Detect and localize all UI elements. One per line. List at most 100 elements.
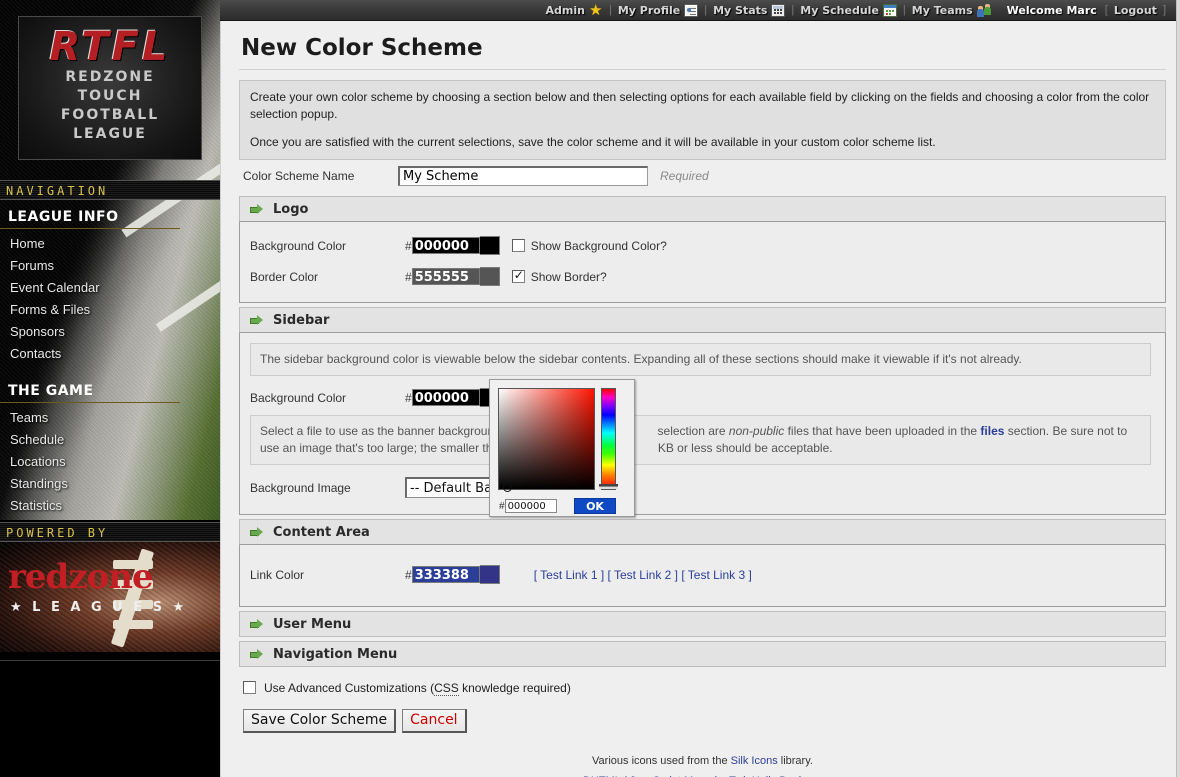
cancel-button[interactable]: Cancel	[402, 709, 467, 733]
logout-bracket-close: ]	[1162, 4, 1166, 16]
advanced-customizations-row[interactable]: Use Advanced Customizations (CSS knowled…	[243, 681, 1166, 696]
logo-background-color-field[interactable]: # 000000	[405, 236, 500, 255]
advanced-customizations-label: Use Advanced Customizations (CSS knowled…	[264, 681, 571, 696]
sidebar-background-image-row: Background Image -- Default Ba	[246, 471, 1155, 504]
link-color-row: Link Color # 333388 [ Test Link 1 ] [ Te…	[246, 559, 1155, 590]
intro-panel: Create your own color scheme by choosing…	[239, 80, 1166, 160]
test-link-1[interactable]: [ Test Link 1 ]	[533, 567, 605, 582]
files-link[interactable]: files	[980, 424, 1005, 438]
logo-background-color-swatch[interactable]	[479, 236, 500, 255]
color-picker-popup[interactable]: # 000000 OK	[489, 379, 635, 517]
topbar-item-my-teams[interactable]: My Teams	[912, 4, 991, 17]
section-title-sidebar: Sidebar	[273, 312, 330, 328]
note-part-e: image that's too large; the smaller the …	[299, 441, 534, 455]
football-lace	[113, 580, 153, 589]
section-header-sidebar[interactable]: Sidebar	[239, 307, 1166, 333]
league-logo-line-4: LEAGUE	[73, 126, 147, 142]
section-sidebar: Sidebar The sidebar background color is …	[239, 307, 1166, 515]
advanced-customizations-checkbox[interactable]	[243, 681, 256, 694]
show-border-checkbox[interactable]	[511, 268, 525, 283]
sidebar-item-schedule[interactable]: Schedule	[10, 432, 65, 447]
section-header-navigation-menu[interactable]: Navigation Menu	[239, 641, 1166, 667]
arrow-right-icon	[250, 202, 264, 216]
scheme-name-label: Color Scheme Name	[243, 169, 355, 183]
section-title-user-menu: User Menu	[273, 616, 352, 632]
nav-group-heading-the-game: THE GAME	[0, 379, 180, 403]
sidebar-background-image-note: Select a file to use as the banner backg…	[250, 415, 1151, 465]
topbar-label-admin: Admin	[545, 3, 585, 17]
show-background-color-checkbox-wrap[interactable]: Show Background Color?	[511, 238, 667, 253]
link-color-label: Link Color	[250, 567, 305, 582]
sidebar-background-color-field[interactable]: # 000000	[405, 388, 500, 407]
sidebar-item-teams[interactable]: Teams	[10, 410, 49, 425]
save-color-scheme-button[interactable]: Save Color Scheme	[243, 709, 397, 733]
arrow-right-icon	[250, 617, 264, 631]
section-body-content-area: Link Color # 333388 [ Test Link 1 ] [ Te…	[239, 545, 1166, 607]
logout-link[interactable]: Logout	[1113, 3, 1157, 17]
sidebar-item-home[interactable]: Home	[10, 236, 45, 251]
sidebar-item-event-calendar[interactable]: Event Calendar	[10, 280, 100, 295]
test-link-2[interactable]: [ Test Link 2 ]	[607, 567, 678, 582]
sidebar-item-standings[interactable]: Standings	[10, 476, 68, 491]
league-logo[interactable]: RTFL REDZONE TOUCH FOOTBALL LEAGUE	[18, 16, 202, 160]
logo-border-color-swatch[interactable]	[479, 267, 500, 286]
logo-background-color-row: Background Color # 000000 Show Backgroun…	[246, 230, 1155, 261]
section-header-content-area[interactable]: Content Area	[239, 519, 1166, 545]
show-border-checkbox-wrap[interactable]: Show Border?	[511, 268, 607, 284]
sidebar-item-sponsors[interactable]: Sponsors	[10, 324, 65, 339]
color-cursor-icon[interactable]	[503, 483, 512, 492]
color-picker-hex-input[interactable]: 000000	[504, 499, 557, 513]
topbar-label-my-stats: My Stats	[713, 3, 768, 17]
link-color-field[interactable]: # 333388	[405, 565, 500, 584]
sidebar-item-contacts[interactable]: Contacts	[10, 346, 62, 361]
show-background-color-label: Show Background Color?	[530, 238, 667, 253]
hue-slider-handle[interactable]	[599, 484, 618, 489]
color-picker-ok-button[interactable]: OK	[574, 498, 616, 514]
page-scrollbar[interactable]	[1176, 0, 1180, 777]
logo-border-color-label: Border Color	[250, 269, 319, 284]
color-picker-hex-row: # 000000	[499, 499, 561, 513]
sidebar-item-locations[interactable]: Locations	[10, 454, 66, 469]
twinhelix-link[interactable]: DHTML / JavaScript Menu by TwinHelix Des…	[583, 775, 822, 777]
star-icon: ★	[588, 1, 603, 19]
hue-slider[interactable]	[601, 388, 616, 490]
footer-line-2: DHTML / JavaScript Menu by TwinHelix Des…	[239, 771, 1166, 777]
silk-icons-link[interactable]: Silk Icons	[730, 755, 778, 767]
logo-border-color-field[interactable]: # 555555	[405, 267, 500, 286]
hash-symbol: #	[405, 567, 412, 582]
hash-symbol: #	[499, 500, 505, 512]
redzone-wordmark: redzone	[8, 557, 154, 597]
link-color-input[interactable]: 333388	[411, 566, 480, 583]
topbar-separator: |	[704, 4, 708, 16]
test-link-3[interactable]: [ Test Link 3 ]	[681, 567, 752, 582]
section-header-logo[interactable]: Logo	[239, 196, 1166, 222]
redzone-leagues-logo[interactable]: redzone ★ L E A G U E S ★	[0, 542, 220, 652]
sidebar-background-image-label: Background Image	[250, 480, 351, 495]
scheme-name-input[interactable]	[398, 166, 648, 186]
vcard-icon	[684, 3, 699, 17]
football-lace	[113, 560, 153, 569]
show-background-color-checkbox[interactable]	[511, 239, 525, 252]
logo-background-color-input[interactable]: 000000	[411, 237, 480, 254]
league-logo-line-3: FOOTBALL	[60, 107, 160, 123]
sidebar-item-forums[interactable]: Forums	[10, 258, 55, 273]
section-title-logo: Logo	[273, 201, 309, 217]
link-color-swatch[interactable]	[479, 565, 500, 584]
topbar-item-my-profile[interactable]: My Profile	[617, 3, 699, 17]
sidebar-nav: LEAGUE INFO Home Forums Event Calendar F…	[0, 205, 220, 517]
topbar-item-my-stats[interactable]: My Stats	[713, 3, 786, 17]
note-part-a: Select a file to use as the banner backg…	[260, 424, 501, 438]
sidebar-background-color-input[interactable]: 000000	[411, 389, 480, 406]
required-note: Required	[660, 169, 709, 183]
saturation-value-gradient[interactable]	[498, 388, 595, 492]
topbar-item-admin[interactable]: Admin ★	[545, 1, 603, 19]
sidebar-item-forms-files[interactable]: Forms & Files	[10, 302, 91, 317]
topbar-label-my-profile: My Profile	[617, 3, 681, 17]
section-body-logo: Background Color # 000000 Show Backgroun…	[239, 222, 1166, 303]
hash-symbol: #	[405, 269, 412, 284]
logo-border-color-input[interactable]: 555555	[411, 268, 480, 285]
section-header-user-menu[interactable]: User Menu	[239, 611, 1166, 637]
topbar-item-my-schedule[interactable]: My Schedule	[800, 3, 897, 17]
sidebar-item-statistics[interactable]: Statistics	[10, 498, 63, 513]
navigation-header-bar: NAVIGATION	[0, 180, 220, 200]
